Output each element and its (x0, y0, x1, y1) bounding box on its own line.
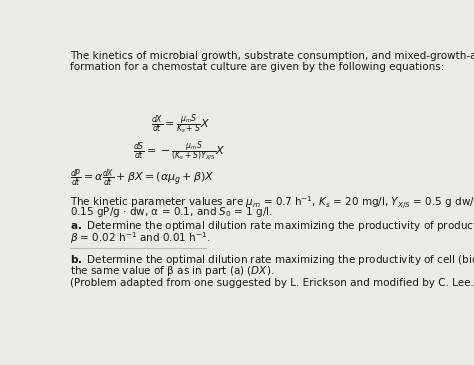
Text: 0.15 gP/g · dw, α = 0.1, and $S_0$ = 1 g/l.: 0.15 gP/g · dw, α = 0.1, and $S_0$ = 1 g… (70, 205, 273, 219)
Text: $\frac{dP}{dt} = \alpha \frac{dX}{dt} + \beta X = (\alpha \mu_g + \beta)X$: $\frac{dP}{dt} = \alpha \frac{dX}{dt} + … (70, 168, 214, 189)
Text: $\mathbf{a.}$ Determine the optimal dilution rate maximizing the productivity of: $\mathbf{a.}$ Determine the optimal dilu… (70, 219, 474, 234)
Text: $\frac{dX}{dt} = \frac{\mu_m S}{K_s + S} X$: $\frac{dX}{dt} = \frac{\mu_m S}{K_s + S}… (151, 113, 210, 137)
Text: formation for a chemostat culture are given by the following equations:: formation for a chemostat culture are gi… (70, 62, 445, 72)
Text: $\mathbf{b.}$ Determine the optimal dilution rate maximizing the productivity of: $\mathbf{b.}$ Determine the optimal dilu… (70, 253, 474, 267)
Text: The kinetics of microbial growth, substrate consumption, and mixed-growth-associ: The kinetics of microbial growth, substr… (70, 51, 474, 61)
Text: $\frac{dS}{dt} = -\frac{\mu_m S}{(K_s + S)Y_{X/S}} X$: $\frac{dS}{dt} = -\frac{\mu_m S}{(K_s + … (133, 139, 225, 164)
Text: the same value of β as in part (a) ($DX$).: the same value of β as in part (a) ($DX$… (70, 264, 274, 278)
Text: The kinetic parameter values are $\mu_m$ = 0.7 h$^{-1}$, $K_s$ = 20 mg/l, $Y_{X/: The kinetic parameter values are $\mu_m$… (70, 194, 474, 211)
Text: (Problem adapted from one suggested by L. Erickson and modified by C. Lee.): (Problem adapted from one suggested by L… (70, 278, 474, 288)
Text: $\beta$ = 0.02 h$^{-1}$ and 0.01 h$^{-1}$.: $\beta$ = 0.02 h$^{-1}$ and 0.01 h$^{-1}… (70, 231, 211, 246)
